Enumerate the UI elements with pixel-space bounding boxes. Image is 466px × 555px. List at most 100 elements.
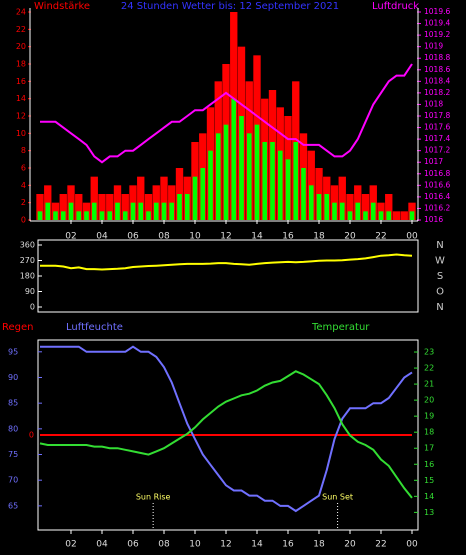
y2-tick-label: 1018.8 — [424, 53, 450, 62]
wind-bar — [285, 159, 291, 220]
x-tick-label: 02 — [65, 232, 76, 242]
x-tick-label: 08 — [158, 540, 170, 550]
wind-bar — [152, 185, 160, 220]
y-tick-label: 4 — [21, 181, 26, 190]
wind-bar — [363, 211, 368, 220]
compass-label: S — [437, 271, 443, 282]
y-tick-label: 2 — [21, 198, 26, 207]
wind-bar — [146, 211, 151, 220]
wind-bar — [339, 202, 345, 220]
wind-bar — [36, 194, 44, 220]
y2-tick-label: 19 — [424, 412, 434, 421]
wind-bar — [161, 202, 167, 220]
y2-tick-label: 1019.6 — [424, 7, 450, 16]
y2-tick-label: 1019.4 — [424, 19, 450, 28]
series-label: Luftfeuchte — [66, 322, 123, 333]
wind-bar — [45, 202, 51, 220]
wind-bar — [59, 194, 67, 220]
y2-tick-label: 1019 — [424, 42, 443, 51]
x-tick-label: 20 — [344, 540, 356, 550]
wind-bar — [153, 202, 159, 220]
wind-bar — [168, 185, 176, 220]
wind-bar — [385, 194, 393, 220]
y-tick-label: 70 — [8, 476, 18, 485]
wind-bar — [98, 194, 106, 220]
y2-tick-label: 1016.2 — [424, 203, 450, 212]
compass-label: N — [436, 240, 443, 251]
wind-bar — [409, 211, 415, 220]
y2-tick-label: 1017.4 — [424, 134, 450, 143]
x-tick-label: 12 — [220, 232, 231, 242]
y-tick-label: 12 — [16, 112, 26, 121]
wind-bar — [301, 168, 306, 220]
y2-tick-label: 15 — [424, 476, 434, 485]
wind-bar — [369, 185, 377, 220]
x-tick-label: 00 — [406, 232, 418, 242]
x-tick-label: 20 — [344, 232, 356, 242]
wind-bar — [208, 150, 213, 220]
wind-bar — [270, 142, 275, 220]
x-tick-label: 16 — [282, 540, 294, 550]
compass-label: N — [436, 302, 443, 313]
wind-bar — [113, 185, 122, 220]
wind-bar — [130, 202, 136, 220]
y2-tick-label: 1018.2 — [424, 88, 450, 97]
wind-bar — [400, 211, 408, 220]
y2-tick-label: 1016 — [424, 215, 443, 224]
wind-bar — [99, 211, 105, 220]
wind-bar — [115, 202, 120, 220]
wind-bar — [277, 150, 283, 220]
y-tick-label: 270 — [20, 256, 35, 265]
x-tick-label: 00 — [406, 540, 418, 550]
x-tick-label: 18 — [313, 540, 325, 550]
wind-bar — [160, 176, 168, 220]
wind-bar — [106, 194, 114, 220]
y-tick-label: 22 — [16, 25, 26, 34]
y2-tick-label: 17 — [424, 444, 434, 453]
wind-bar — [192, 176, 198, 220]
x-tick-label: 04 — [96, 232, 108, 242]
y-tick-label: 8 — [21, 146, 26, 155]
wind-bar — [37, 211, 43, 220]
y-tick-label: 65 — [8, 501, 18, 510]
wind-bar — [137, 176, 145, 220]
series-label: Regen — [2, 322, 34, 333]
x-tick-label: 10 — [189, 540, 201, 550]
wind-bar — [361, 194, 370, 220]
wind-bar — [308, 185, 314, 220]
x-tick-label: 14 — [251, 540, 263, 550]
y-tick-label: 85 — [8, 399, 18, 408]
y-tick-label: 180 — [20, 272, 35, 281]
x-tick-label: 16 — [282, 232, 294, 242]
y-tick-label: 18 — [16, 60, 26, 69]
wind-bar — [75, 194, 83, 220]
y2-tick-label: 1018.6 — [424, 65, 450, 74]
y-tick-label: 95 — [8, 347, 18, 356]
y-tick-label: 360 — [20, 240, 35, 249]
y2-tick-label: 1018 — [424, 99, 443, 108]
direction-line — [40, 253, 413, 271]
y-tick-label: 20 — [16, 42, 26, 51]
y-tick-label: 10 — [16, 129, 26, 138]
wind-bar — [386, 211, 392, 220]
y-tick-label: 0 — [21, 216, 26, 225]
wind-bar — [184, 194, 190, 220]
wind-bar — [239, 116, 244, 220]
y-tick-label: 75 — [8, 450, 18, 459]
y2-tick-label: 20 — [424, 396, 434, 405]
temperature-line — [39, 370, 413, 499]
x-tick-label: 22 — [375, 540, 386, 550]
wind-bar — [44, 185, 52, 220]
wind-bar — [169, 202, 175, 220]
wind-bar — [84, 211, 89, 220]
x-tick-label: 10 — [189, 232, 201, 242]
wind-bar — [121, 194, 129, 220]
wind-bar — [53, 211, 58, 220]
y-tick-label: 16 — [16, 77, 26, 86]
wind-bar — [346, 194, 354, 220]
y2-tick-label: 13 — [424, 508, 434, 517]
x-tick-label: 08 — [158, 232, 170, 242]
wind-bar — [215, 133, 221, 220]
y2-tick-label: 1017.8 — [424, 111, 450, 120]
